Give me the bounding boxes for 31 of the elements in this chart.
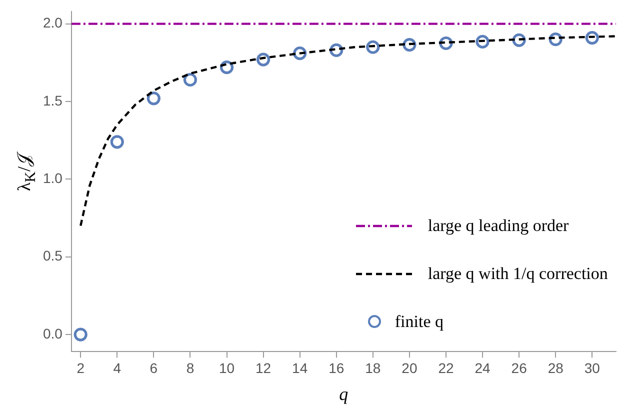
x-tick-label: 26 <box>511 360 528 376</box>
x-tick-label: 16 <box>328 360 344 376</box>
x-tick-label: 4 <box>113 360 122 376</box>
point <box>110 135 124 149</box>
legend-label: large q leading order <box>428 216 569 236</box>
point <box>366 40 380 54</box>
x-tick-label: 22 <box>438 360 454 376</box>
point <box>183 72 198 87</box>
y-tick-label: 0.0 <box>42 325 63 342</box>
y-tick-label: 1.5 <box>42 92 63 108</box>
point <box>476 34 490 48</box>
y-tick-label: 1.0 <box>42 170 63 186</box>
y-tick-label: 2.0 <box>42 14 63 31</box>
x-tick-label: 14 <box>292 360 308 376</box>
y-tick-label: 0.5 <box>42 248 63 264</box>
legend-label: large q with 1/q correction <box>428 264 608 284</box>
x-tick-label: 8 <box>186 360 194 376</box>
x-tick-label: 20 <box>402 360 418 376</box>
x-tick-label: 2 <box>76 360 85 376</box>
x-tick-label: 10 <box>218 360 235 376</box>
x-tick-label: 6 <box>150 360 158 376</box>
point <box>585 31 599 45</box>
point <box>74 328 88 342</box>
x-tick-label: 12 <box>256 360 272 376</box>
legend-label: finite q <box>394 312 444 332</box>
x-tick-label: 30 <box>584 360 600 376</box>
x-axis-title: q <box>339 384 348 404</box>
x-tick-label: 18 <box>365 360 381 376</box>
point <box>256 52 270 66</box>
x-tick-label: 28 <box>548 360 564 376</box>
x-tick-label: 24 <box>474 360 491 376</box>
